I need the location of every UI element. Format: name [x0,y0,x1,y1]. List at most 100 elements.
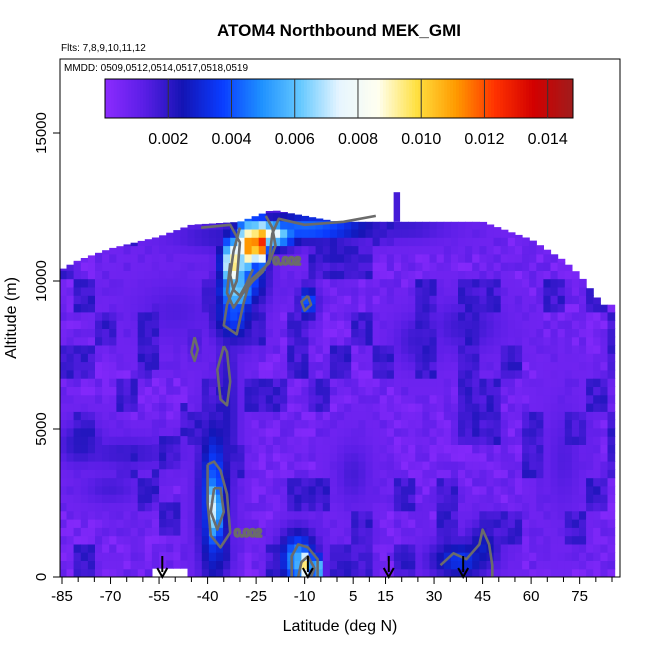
heat-cell [329,262,338,271]
heat-cell [301,452,310,462]
heat-cell [315,361,324,371]
heat-cell [329,510,338,520]
heat-cell [315,303,324,313]
heat-cell [130,311,139,321]
heat-cell [144,369,153,379]
heat-cell [436,519,445,528]
heat-cell [422,436,431,445]
heat-cell [386,427,395,437]
heat-cell [144,519,153,528]
heat-cell [151,435,160,445]
heat-cell [130,320,139,329]
heat-cell [529,485,537,495]
heat-cell [351,386,359,396]
heat-cell [522,452,530,462]
heat-cell [607,469,616,479]
heat-cell [479,378,488,387]
heat-cell [144,386,153,396]
heat-cell [322,461,331,470]
heat-cell [66,510,75,520]
heat-cell [337,452,345,462]
heat-cell [386,228,395,238]
heat-cell [315,485,324,495]
heat-cell [173,435,181,445]
heat-cell [73,427,82,437]
heat-cell [415,262,423,271]
heat-cell [486,452,495,462]
heat-cell [216,502,224,512]
heat-cell [493,485,502,495]
colorbar-strip [268,79,273,118]
heat-cell [116,262,125,271]
heat-cell [372,552,381,561]
heat-cell [272,344,281,354]
heat-cell [287,328,295,338]
heat-cell [443,311,452,321]
heat-cell [294,485,302,495]
heat-cell [272,253,281,263]
heat-cell [344,369,352,379]
heat-cell [258,411,267,421]
heat-cell [365,344,374,354]
heat-cell [514,427,523,437]
heat-cell [180,377,189,387]
heat-cell [287,344,295,354]
heat-cell [472,353,480,363]
heat-cell [486,353,495,363]
heat-cell [351,286,359,296]
heat-cell [465,568,473,577]
heat-cell [258,560,267,570]
heat-cell [458,477,466,487]
heat-cell [500,527,509,537]
heat-cell [230,527,238,537]
colorbar-strip [207,79,211,118]
heat-cell [458,353,466,363]
heat-cell [287,452,295,462]
heat-cell [429,295,438,305]
heat-cell [479,295,488,305]
heat-cell [66,264,75,271]
heat-cell [422,552,431,561]
heat-cell [230,278,238,288]
heat-cell [372,253,381,263]
heat-cell [422,568,431,577]
heat-cell [315,560,324,570]
heat-cell [265,568,274,577]
heat-cell [415,568,423,577]
heat-cell [450,344,459,354]
heat-cell [166,543,174,553]
heat-cell [66,444,75,454]
heat-cell [230,427,238,437]
heat-cell [265,212,274,222]
heat-cell [365,270,374,280]
heat-cell [415,452,423,462]
heat-cell [102,286,110,296]
heat-cell [500,427,509,437]
heat-cell [123,543,132,553]
heat-cell [194,303,203,313]
heat-cell [401,543,409,553]
heat-cell [216,262,224,271]
heat-cell [294,436,302,445]
heat-cell [244,361,253,371]
heat-cell [493,510,502,520]
heat-cell [422,403,431,412]
heat-cell [600,411,609,421]
heat-cell [322,295,331,305]
heat-cell [180,551,189,561]
colorbar-strip [113,79,118,118]
heat-cell [272,369,281,379]
heat-cell [344,436,352,445]
heat-cell [159,311,167,321]
heat-cell [415,477,423,487]
heat-cell [301,510,310,520]
heat-cell [422,320,431,329]
heat-cell [536,378,544,387]
heat-cell [258,444,267,454]
heat-cell [579,552,587,561]
heat-cell [329,394,338,404]
heat-cell [194,253,203,263]
heat-cell [315,262,324,271]
heat-cell [187,262,196,271]
heat-cell [116,328,125,338]
